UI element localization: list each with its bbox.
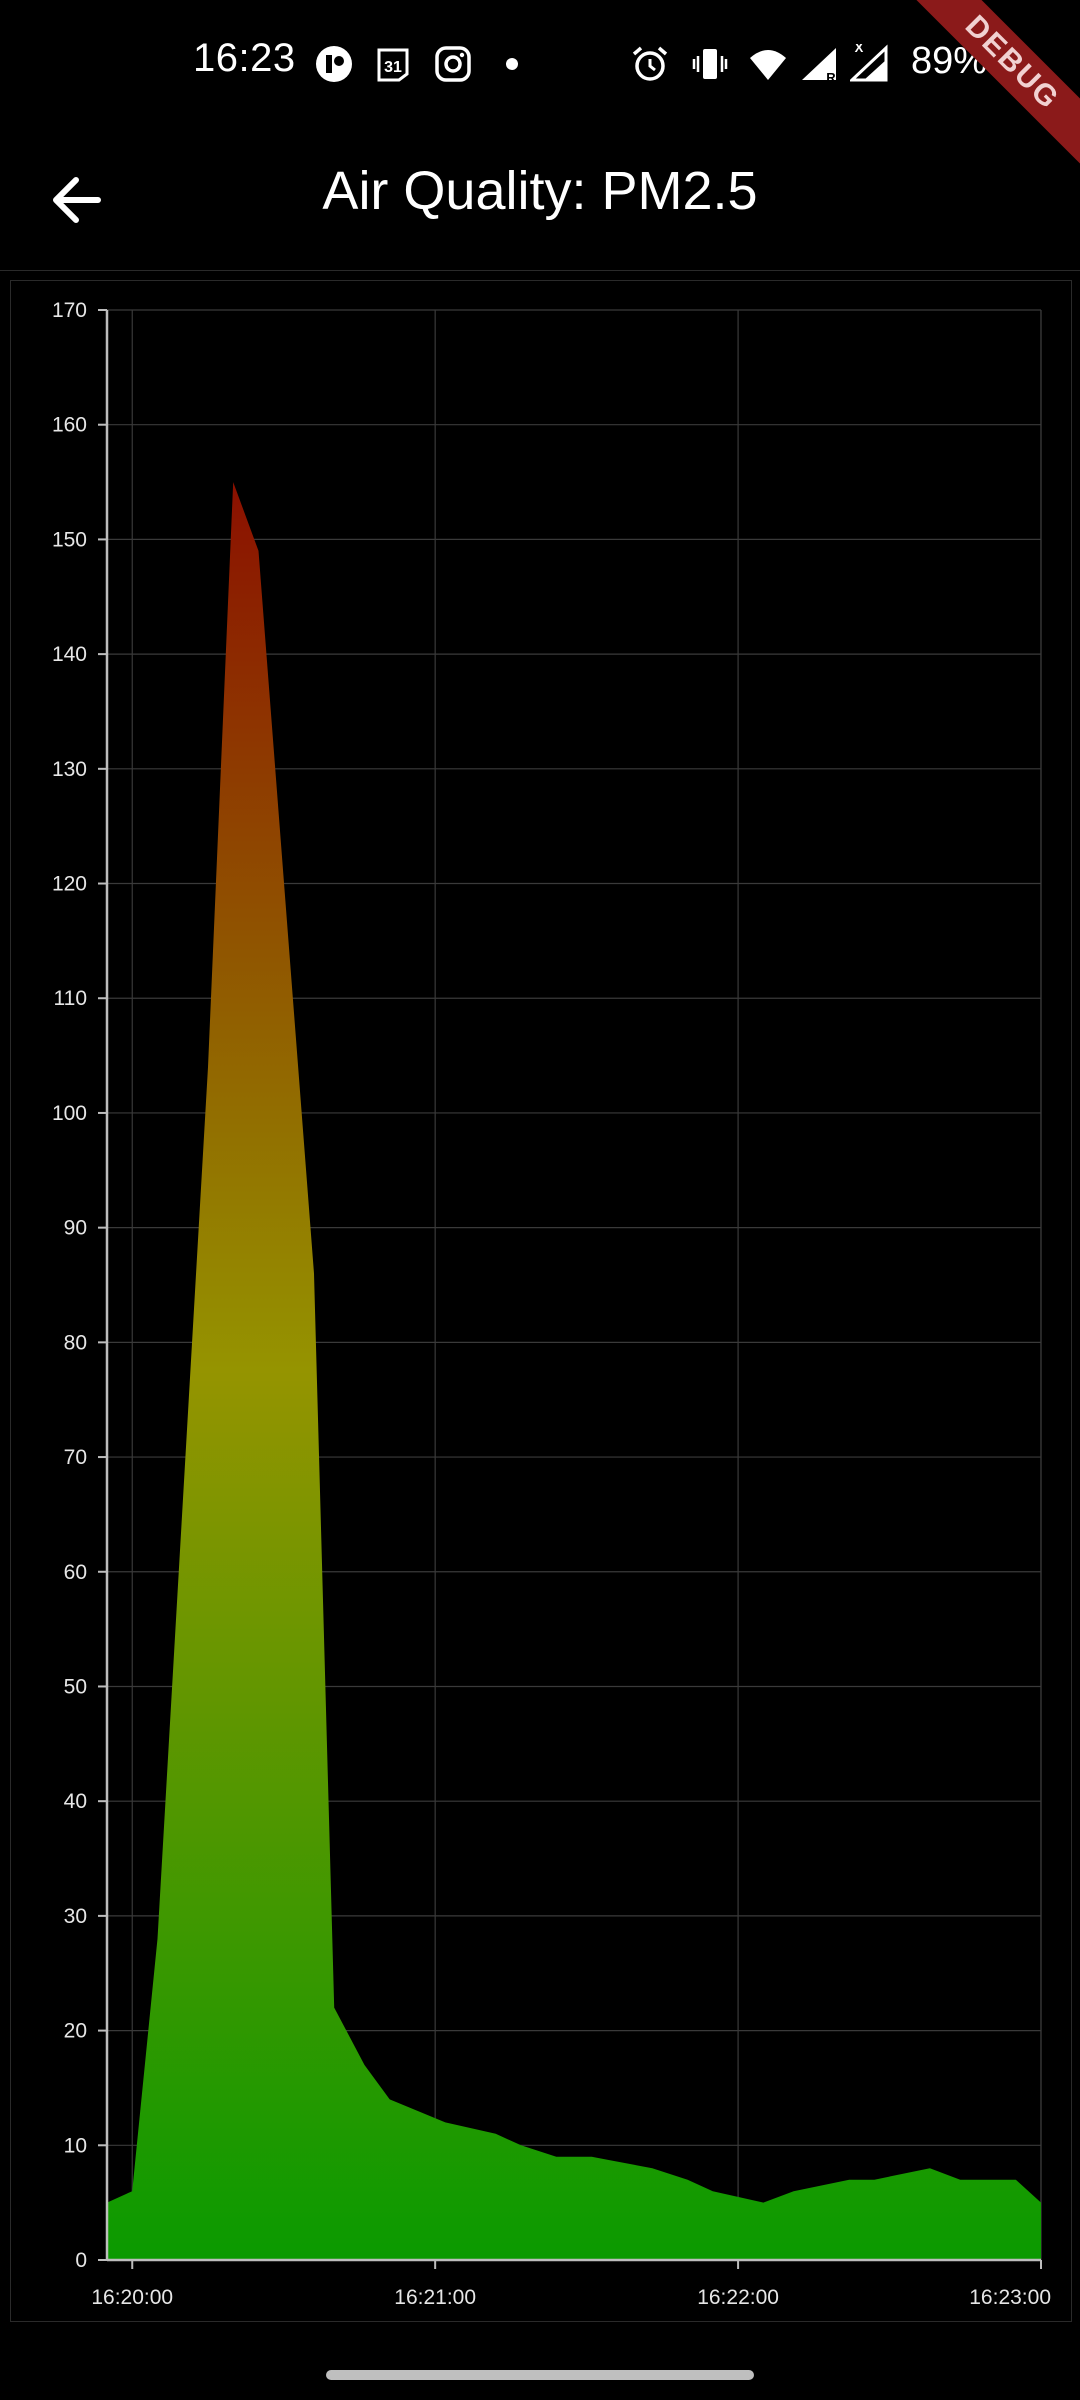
notification-app-icon bbox=[316, 46, 352, 82]
x-axis-tick-labels: 16:20:00 16:21:00 16:22:00 16:23:00 bbox=[91, 2286, 1051, 2309]
y-axis-tick-labels: 0 10 20 30 40 50 60 70 80 90 100 110 120 130 140 150 160… bbox=[52, 299, 87, 2272]
y-tick-label: 80 bbox=[64, 1331, 87, 1354]
instagram-icon bbox=[435, 46, 471, 82]
dot-icon bbox=[506, 58, 518, 70]
calendar-31-icon: 31 bbox=[377, 48, 409, 82]
pm25-area-series bbox=[107, 482, 1041, 2261]
y-tick-label: 70 bbox=[64, 1446, 87, 1469]
app-bar: Air Quality: PM2.5 bbox=[0, 130, 1080, 271]
svg-text:R: R bbox=[826, 70, 836, 84]
y-tick-label: 170 bbox=[52, 299, 87, 322]
y-tick-label: 130 bbox=[52, 758, 87, 781]
x-tick-label: 16:20:00 bbox=[91, 2286, 173, 2309]
back-button[interactable] bbox=[34, 162, 124, 242]
svg-text:31: 31 bbox=[384, 59, 402, 76]
y-tick-label: 30 bbox=[64, 1905, 87, 1928]
y-tick-label: 0 bbox=[75, 2249, 87, 2272]
y-tick-label: 20 bbox=[64, 2020, 87, 2043]
axes bbox=[98, 309, 1042, 2269]
y-tick-label: 100 bbox=[52, 1102, 87, 1125]
home-indicator[interactable] bbox=[326, 2370, 754, 2380]
status-time: 16:23 bbox=[193, 36, 296, 80]
x-tick-label: 16:21:00 bbox=[394, 2286, 476, 2309]
x-tick-label: 16:23:00 bbox=[969, 2286, 1051, 2309]
vibrate-icon bbox=[692, 49, 728, 79]
y-tick-label: 50 bbox=[64, 1675, 87, 1698]
x-tick-label: 16:22:00 bbox=[697, 2286, 779, 2309]
arrow-back-icon bbox=[53, 177, 101, 223]
y-tick-label: 160 bbox=[52, 414, 87, 437]
y-tick-label: 40 bbox=[64, 1790, 87, 1813]
y-tick-label: 150 bbox=[52, 528, 87, 551]
pm25-area-chart: 0 10 20 30 40 50 60 70 80 90 100 110 120 130 140 150 160… bbox=[52, 299, 1051, 2309]
y-tick-label: 110 bbox=[54, 987, 87, 1010]
y-tick-label: 120 bbox=[52, 873, 87, 896]
y-tick-label: 10 bbox=[64, 2134, 87, 2157]
chart-container: 0 10 20 30 40 50 60 70 80 90 100 110 120 130 140 150 160… bbox=[10, 280, 1072, 2322]
svg-text:X: X bbox=[855, 44, 864, 55]
status-bar: 16:23 31 R X 89% bbox=[0, 0, 1080, 193]
y-tick-label: 60 bbox=[64, 1561, 87, 1584]
wifi-icon bbox=[750, 50, 786, 80]
signal-icon: X bbox=[850, 44, 888, 82]
alarm-icon bbox=[632, 46, 668, 81]
signal-roaming-icon: R bbox=[802, 48, 836, 84]
page-title: Air Quality: PM2.5 bbox=[322, 161, 758, 221]
y-tick-label: 90 bbox=[64, 1217, 87, 1240]
y-tick-label: 140 bbox=[52, 643, 87, 666]
